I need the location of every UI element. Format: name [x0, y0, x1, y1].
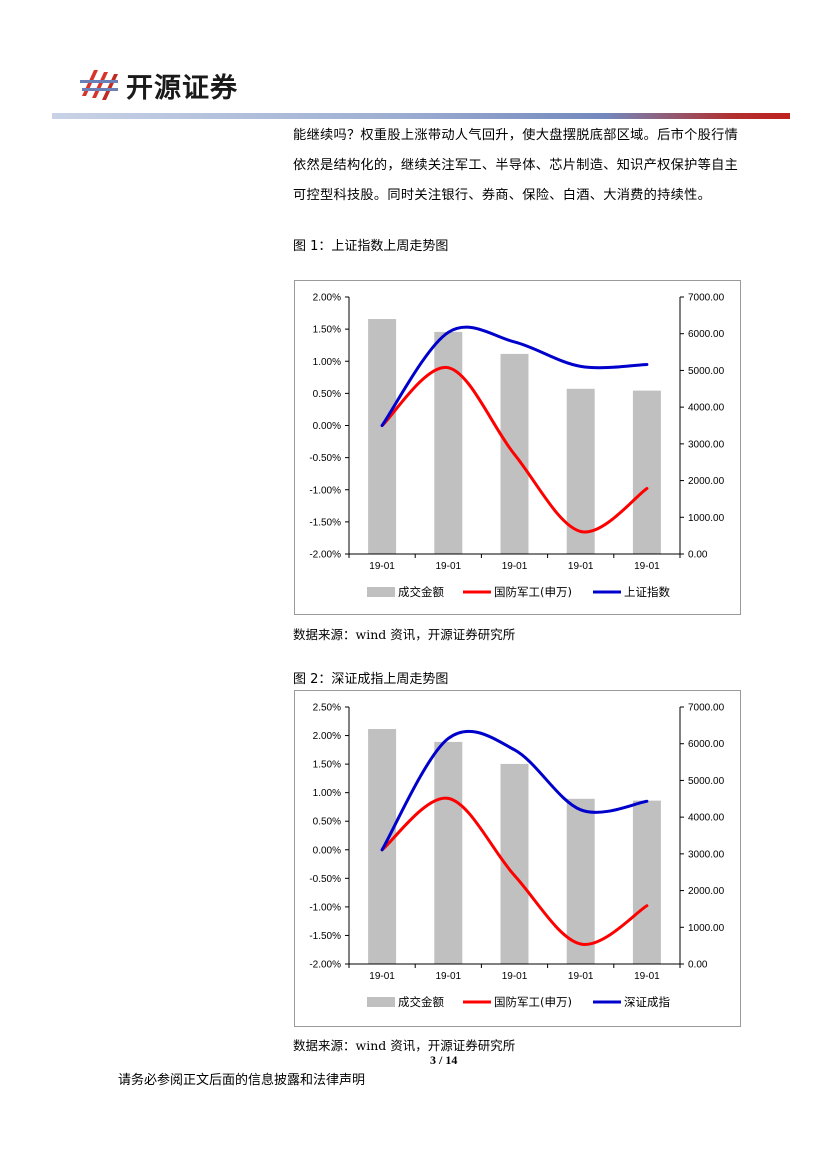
right-tick-label: 7000.00 [688, 293, 725, 304]
figure-2-chart: 2.50% 2.00% 1.50% 1.00% 0.50% 0.00% -0.50% -1.0… [294, 690, 741, 1027]
volume-bar [566, 388, 595, 554]
volume-bar [368, 319, 397, 554]
x-tick-label: 19-01 [369, 561, 395, 572]
volume-bar [368, 729, 397, 964]
body-paragraph: 能继续吗？权重股上涨带动人气回升，使大盘摆脱底部区域。后市个股行情 依然是结构化… [293, 121, 773, 211]
left-tick-label: -1.50% [309, 931, 341, 942]
right-tick-label: 5000.00 [688, 776, 725, 787]
right-tick-label: 5000.00 [688, 366, 725, 377]
right-tick-label: 6000.00 [688, 739, 725, 750]
legend-label: 国防军工(申万) [494, 585, 572, 599]
x-tick-label: 19-01 [502, 561, 528, 572]
legend-label: 国防军工(申万) [494, 995, 572, 1009]
paragraph-line: 能继续吗？权重股上涨带动人气回升，使大盘摆脱底部区域。后市个股行情 [293, 128, 739, 143]
right-tick-label: 0.00 [688, 960, 708, 971]
right-tick-label: 3000.00 [688, 439, 725, 450]
figure-2-title: 图 2：深证成指上周走势图 [293, 672, 449, 687]
left-tick-label: -1.00% [309, 485, 341, 496]
header-divider [52, 113, 790, 119]
right-tick-label: 3000.00 [688, 849, 725, 860]
volume-bar [566, 798, 595, 964]
chart-2-svg: 2.50% 2.00% 1.50% 1.00% 0.50% 0.00% -0.50% -1.0… [309, 703, 725, 1010]
right-tick-label: 2000.00 [688, 886, 725, 897]
figure-1-title: 图 1：上证指数上周走势图 [293, 239, 449, 254]
right-tick-label: 1000.00 [688, 923, 725, 934]
left-tick-label: -0.50% [309, 874, 341, 885]
right-tick-label: 1000.00 [688, 513, 725, 524]
right-tick-label: 0.00 [688, 550, 708, 561]
x-tick-label: 19-01 [634, 971, 660, 982]
right-tick-label: 2000.00 [688, 476, 725, 487]
right-tick-label: 7000.00 [688, 703, 725, 714]
x-tick-label: 19-01 [436, 971, 462, 982]
series-line [380, 796, 649, 946]
paragraph-line: 可控型科技股。同时关注银行、券商、保险、白酒、大消费的持续性。 [293, 188, 712, 203]
left-tick-label: 0.00% [313, 421, 341, 432]
x-tick-label: 19-01 [436, 561, 462, 572]
left-tick-label: 0.50% [313, 389, 341, 400]
left-tick-label: 2.00% [313, 293, 341, 304]
left-tick-label: 0.00% [313, 845, 341, 856]
left-tick-label: -1.00% [309, 902, 341, 913]
left-tick-label: 1.50% [313, 760, 341, 771]
right-tick-label: 4000.00 [688, 403, 725, 414]
kaiyuan-logo-icon [80, 70, 118, 100]
page-number: 3 / 14 [430, 1053, 458, 1067]
series-line [380, 366, 649, 534]
right-tick-label: 6000.00 [688, 329, 725, 340]
left-tick-label: 0.50% [313, 817, 341, 828]
paragraph-line: 依然是结构化的，继续关注军工、半导体、芯片制造、知识产权保护等自主 [293, 158, 739, 173]
left-tick-label: 1.00% [313, 788, 341, 799]
legend-label: 上证指数 [624, 585, 670, 599]
figure-2-source: 数据来源：wind 资讯，开源证券研究所 [293, 1038, 516, 1053]
legend-swatch [367, 997, 395, 1007]
x-tick-label: 19-01 [568, 561, 594, 572]
legend-label: 深证成指 [624, 995, 670, 1009]
left-tick-label: -1.50% [309, 517, 341, 528]
chart-1-svg: 2.00% 1.50% 1.00% 0.50% 0.00% -0.50% -1.00% -1.… [309, 293, 725, 600]
legend-label: 成交金额 [398, 585, 444, 599]
footer-disclaimer: 请务必参阅正文后面的信息披露和法律声明 [118, 1073, 366, 1088]
volume-bar [434, 741, 463, 964]
left-tick-label: 2.00% [313, 731, 341, 742]
left-tick-label: 2.50% [313, 703, 341, 714]
series-line [380, 729, 649, 852]
company-logo: 开源证券 [78, 64, 268, 104]
x-tick-label: 19-01 [369, 971, 395, 982]
right-tick-label: 4000.00 [688, 813, 725, 824]
volume-bar [632, 800, 661, 964]
left-tick-label: -0.50% [309, 453, 341, 464]
x-tick-label: 19-01 [634, 561, 660, 572]
x-tick-label: 19-01 [568, 971, 594, 982]
figure-1-chart: 2.00% 1.50% 1.00% 0.50% 0.00% -0.50% -1.00% -1.… [294, 280, 741, 615]
figure-1-source: 数据来源：wind 资讯，开源证券研究所 [293, 627, 516, 642]
left-tick-label: 1.50% [313, 325, 341, 336]
logo-text: 开源证券 [126, 73, 238, 104]
legend-swatch [367, 587, 395, 597]
left-tick-label: 1.00% [313, 357, 341, 368]
volume-bar [434, 331, 463, 554]
left-tick-label: -2.00% [309, 550, 341, 561]
series-line [380, 325, 649, 427]
x-tick-label: 19-01 [502, 971, 528, 982]
legend-label: 成交金额 [398, 995, 444, 1009]
left-tick-label: -2.00% [309, 960, 341, 971]
volume-bar [632, 390, 661, 554]
